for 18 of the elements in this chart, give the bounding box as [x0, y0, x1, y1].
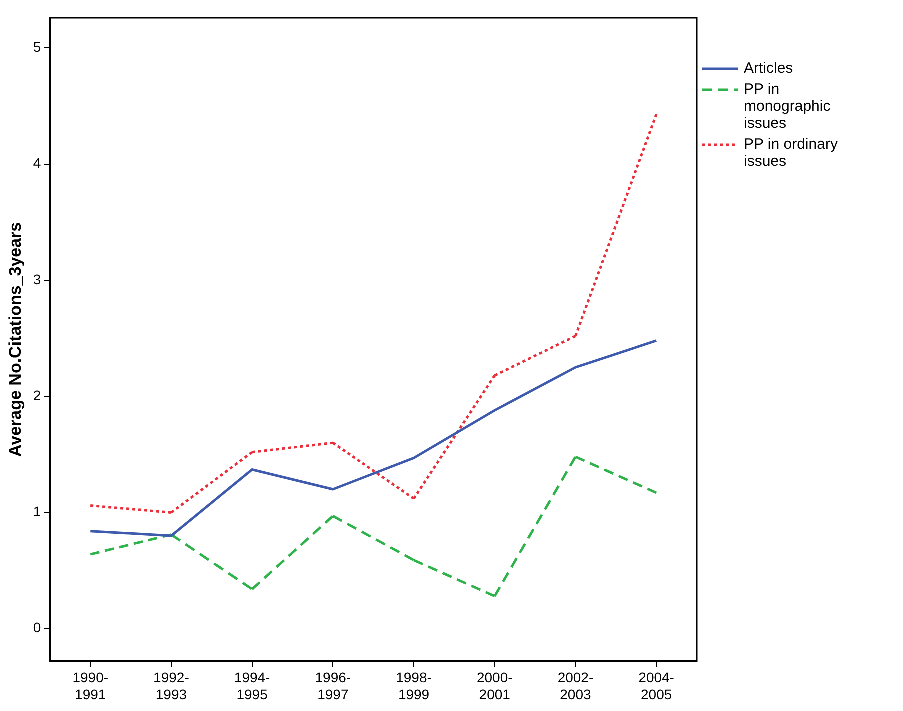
x-tick-label: 1998-1999 [396, 670, 432, 702]
x-tick-label: 2002-2003 [558, 670, 594, 702]
legend-label: Articles [744, 60, 794, 77]
x-tick-label: 2004-2005 [638, 670, 675, 702]
x-tick-label: 2000-2001 [476, 670, 514, 702]
y-tick-label: 2 [33, 387, 42, 404]
y-axis-title: Average No.Citations_3years [6, 222, 25, 458]
x-tick-label: 1996-1997 [315, 670, 352, 702]
legend-label: PP in monographic issues [744, 81, 832, 132]
x-tick-label: 1994-1995 [234, 670, 271, 702]
y-tick-label: 4 [33, 155, 42, 172]
y-tick-label: 1 [33, 504, 42, 520]
y-tick-label: 3 [33, 271, 42, 288]
x-tick-label: 1992-1993 [154, 670, 190, 702]
legend-label: PP in ordinary issues [744, 136, 839, 170]
x-tick-label: 1990-1991 [72, 670, 109, 702]
y-tick-label: 5 [33, 39, 42, 56]
y-tick-label: 0 [33, 620, 42, 636]
